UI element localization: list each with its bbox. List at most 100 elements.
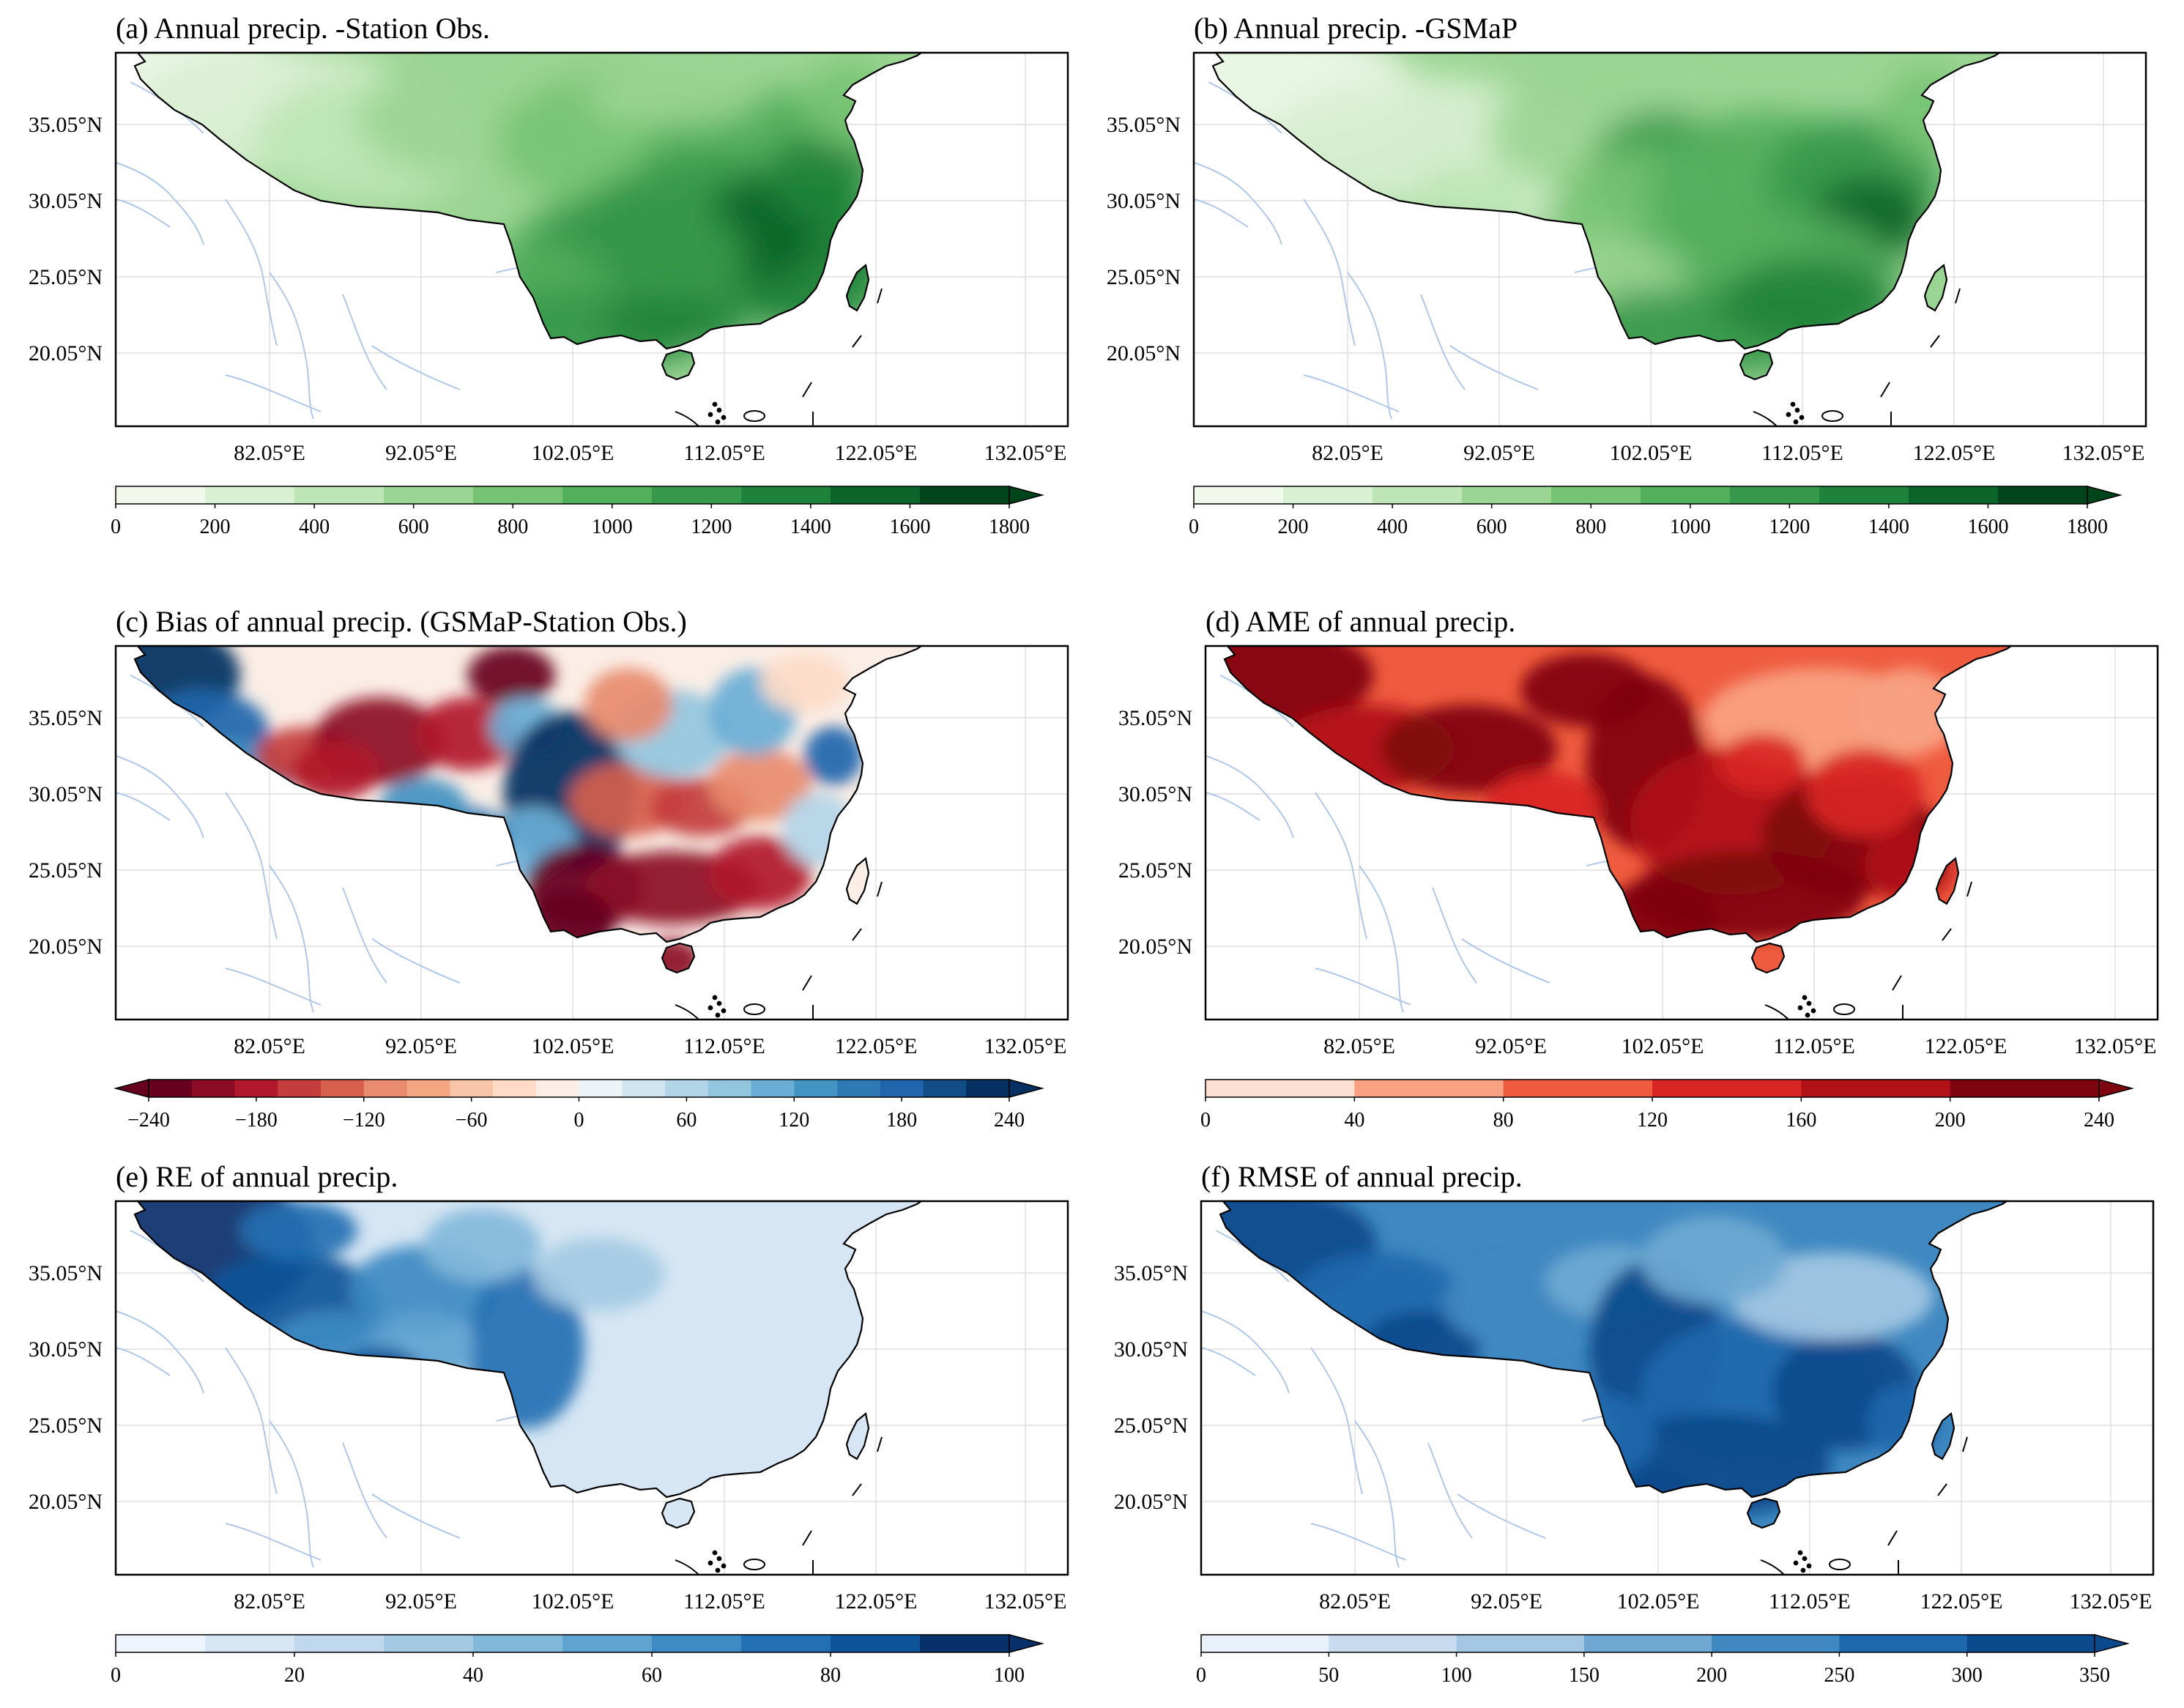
river-line — [225, 1347, 278, 1495]
taiwan-outline — [1935, 856, 1960, 905]
field-blob — [291, 741, 379, 800]
panel-a-lat-label: 30.05°N — [29, 189, 103, 213]
panel-e-lon-label: 122.05°E — [835, 1589, 918, 1614]
river-line — [225, 792, 278, 940]
islet-mark — [675, 1559, 699, 1575]
islet-mark — [802, 975, 812, 991]
colorbar-tick-label: 800 — [1575, 516, 1606, 538]
river-line — [371, 345, 461, 390]
taiwan-outline — [845, 856, 870, 905]
colorbar-segment — [1373, 486, 1463, 504]
colorbar-tick-label: 1800 — [989, 516, 1030, 538]
colorbar-extend-high — [1009, 1634, 1044, 1653]
panel-b-map — [1192, 51, 2147, 428]
panel-a-lat-label: 35.05°N — [29, 113, 103, 137]
colorbar-tick-label: 200 — [1278, 516, 1309, 538]
colorbar-segment — [1456, 1635, 1585, 1652]
islet-dot — [707, 412, 713, 417]
panel-a-colorbar: 0 200 400 600 800 1000 1200 1400 1600 1800 — [111, 486, 1044, 538]
panel-f-map — [1200, 1200, 2155, 1576]
river-line — [225, 374, 322, 412]
islet-mark — [802, 1530, 812, 1546]
field-blob — [768, 133, 870, 221]
colorbar-segment — [880, 1080, 924, 1097]
panel-f: (f) RMSE of annual precip. 35.05°N 30.05… — [1114, 1160, 2155, 1687]
panel-d-colorbar: 0 40 80 120 160 200 240 — [1200, 1079, 2134, 1132]
colorbar-tick-label: 1000 — [1670, 516, 1711, 538]
colorbar-segment — [205, 486, 295, 504]
colorbar-tick-label: 100 — [1441, 1664, 1472, 1687]
islet-dot — [1797, 1005, 1803, 1011]
panel-c-lon-label: 92.05°E — [385, 1034, 457, 1058]
panel-b-lon-label: 132.05°E — [2062, 441, 2145, 465]
river-line — [269, 1420, 314, 1568]
colorbar-segment — [450, 1080, 494, 1097]
field-blob — [709, 836, 811, 910]
map-frame — [114, 1200, 1069, 1576]
river-line — [225, 968, 322, 1006]
panel-f-lon-label: 132.05°E — [2070, 1589, 2153, 1614]
colorbar-segment — [1839, 1635, 1968, 1652]
islet-dot — [1810, 1008, 1816, 1014]
field-blob — [584, 668, 672, 741]
river-line — [115, 755, 204, 839]
colorbar-tick-label: 50 — [1318, 1664, 1339, 1687]
colorbar-segment — [665, 1080, 709, 1097]
colorbar-tick-label: 180 — [886, 1109, 917, 1132]
islet-dot — [1797, 1550, 1803, 1556]
islet-mark — [1829, 1559, 1851, 1570]
colorbar-tick-label: 600 — [1477, 516, 1507, 538]
river-line — [1315, 968, 1411, 1006]
islet-mark — [1942, 928, 1952, 941]
river-line — [115, 792, 171, 821]
panel-d-lon-label: 122.05°E — [1925, 1034, 2007, 1058]
islets — [675, 1436, 883, 1575]
panel-f-lon-label: 82.05°E — [1319, 1589, 1391, 1614]
panel-d-lon-label: 102.05°E — [1622, 1034, 1704, 1058]
river-line — [342, 887, 387, 984]
panel-c-map — [114, 645, 1069, 1021]
colorbar-tick-label: 350 — [2079, 1664, 2110, 1687]
colorbar-segment — [1801, 1080, 1951, 1097]
field-blob — [1641, 1216, 1787, 1304]
islet-dot — [712, 401, 718, 407]
colorbar-segment — [205, 1635, 295, 1652]
panel-e-lat-label: 25.05°N — [29, 1414, 103, 1438]
islet-mark — [877, 1436, 883, 1452]
colorbar-segment — [234, 1080, 278, 1097]
panel-f-lon-label: 92.05°E — [1471, 1589, 1542, 1614]
colorbar-segment — [278, 1080, 322, 1097]
colorbar-tick-label: 400 — [1377, 516, 1408, 538]
river-line — [269, 272, 314, 420]
panel-a-lon-label: 122.05°E — [835, 441, 918, 465]
map-frame — [114, 645, 1069, 1021]
hainan-outline — [1746, 1497, 1781, 1529]
field-blobs — [1220, 1201, 1941, 1523]
panel-e-lon-label: 132.05°E — [984, 1589, 1067, 1614]
colorbar-tick-label: 120 — [1637, 1109, 1668, 1132]
panel-a-lon-label: 92.05°E — [385, 441, 457, 465]
panel-f-lat-label: 30.05°N — [1114, 1337, 1188, 1362]
colorbar-ticks: −240 −180 −120 −60 0 60 120 180 240 — [127, 1097, 1025, 1132]
field-blob — [423, 1208, 541, 1282]
colorbar-segment — [1329, 1635, 1457, 1652]
islets — [1764, 881, 1972, 1020]
colorbar-segment — [1819, 486, 1909, 504]
colorbar-extend-high — [2094, 1634, 2130, 1653]
colorbar-segment — [294, 486, 385, 504]
panel-d-lon-labels: 82.05°E 92.05°E 102.05°E 112.05°E 122.05… — [1323, 1034, 2156, 1058]
field-blob — [533, 1238, 665, 1311]
panel-e-lat-labels: 35.05°N 30.05°N 25.05°N 20.05°N — [29, 1261, 103, 1514]
colorbar-segment — [1730, 486, 1820, 504]
field-blob — [240, 1201, 357, 1260]
panel-d-lat-label: 25.05°N — [1118, 858, 1192, 883]
islet-dot — [1799, 415, 1805, 420]
islets — [1753, 288, 1961, 427]
colorbar-segment — [493, 1080, 537, 1097]
panel-e-lat-label: 30.05°N — [29, 1337, 103, 1362]
colorbar-extend-high — [1009, 1079, 1044, 1098]
panel-c-lon-label: 122.05°E — [835, 1034, 918, 1058]
panel-a-lon-label: 102.05°E — [532, 441, 614, 465]
panel-a-lon-label: 132.05°E — [984, 441, 1067, 465]
islet-dot — [712, 995, 718, 1000]
